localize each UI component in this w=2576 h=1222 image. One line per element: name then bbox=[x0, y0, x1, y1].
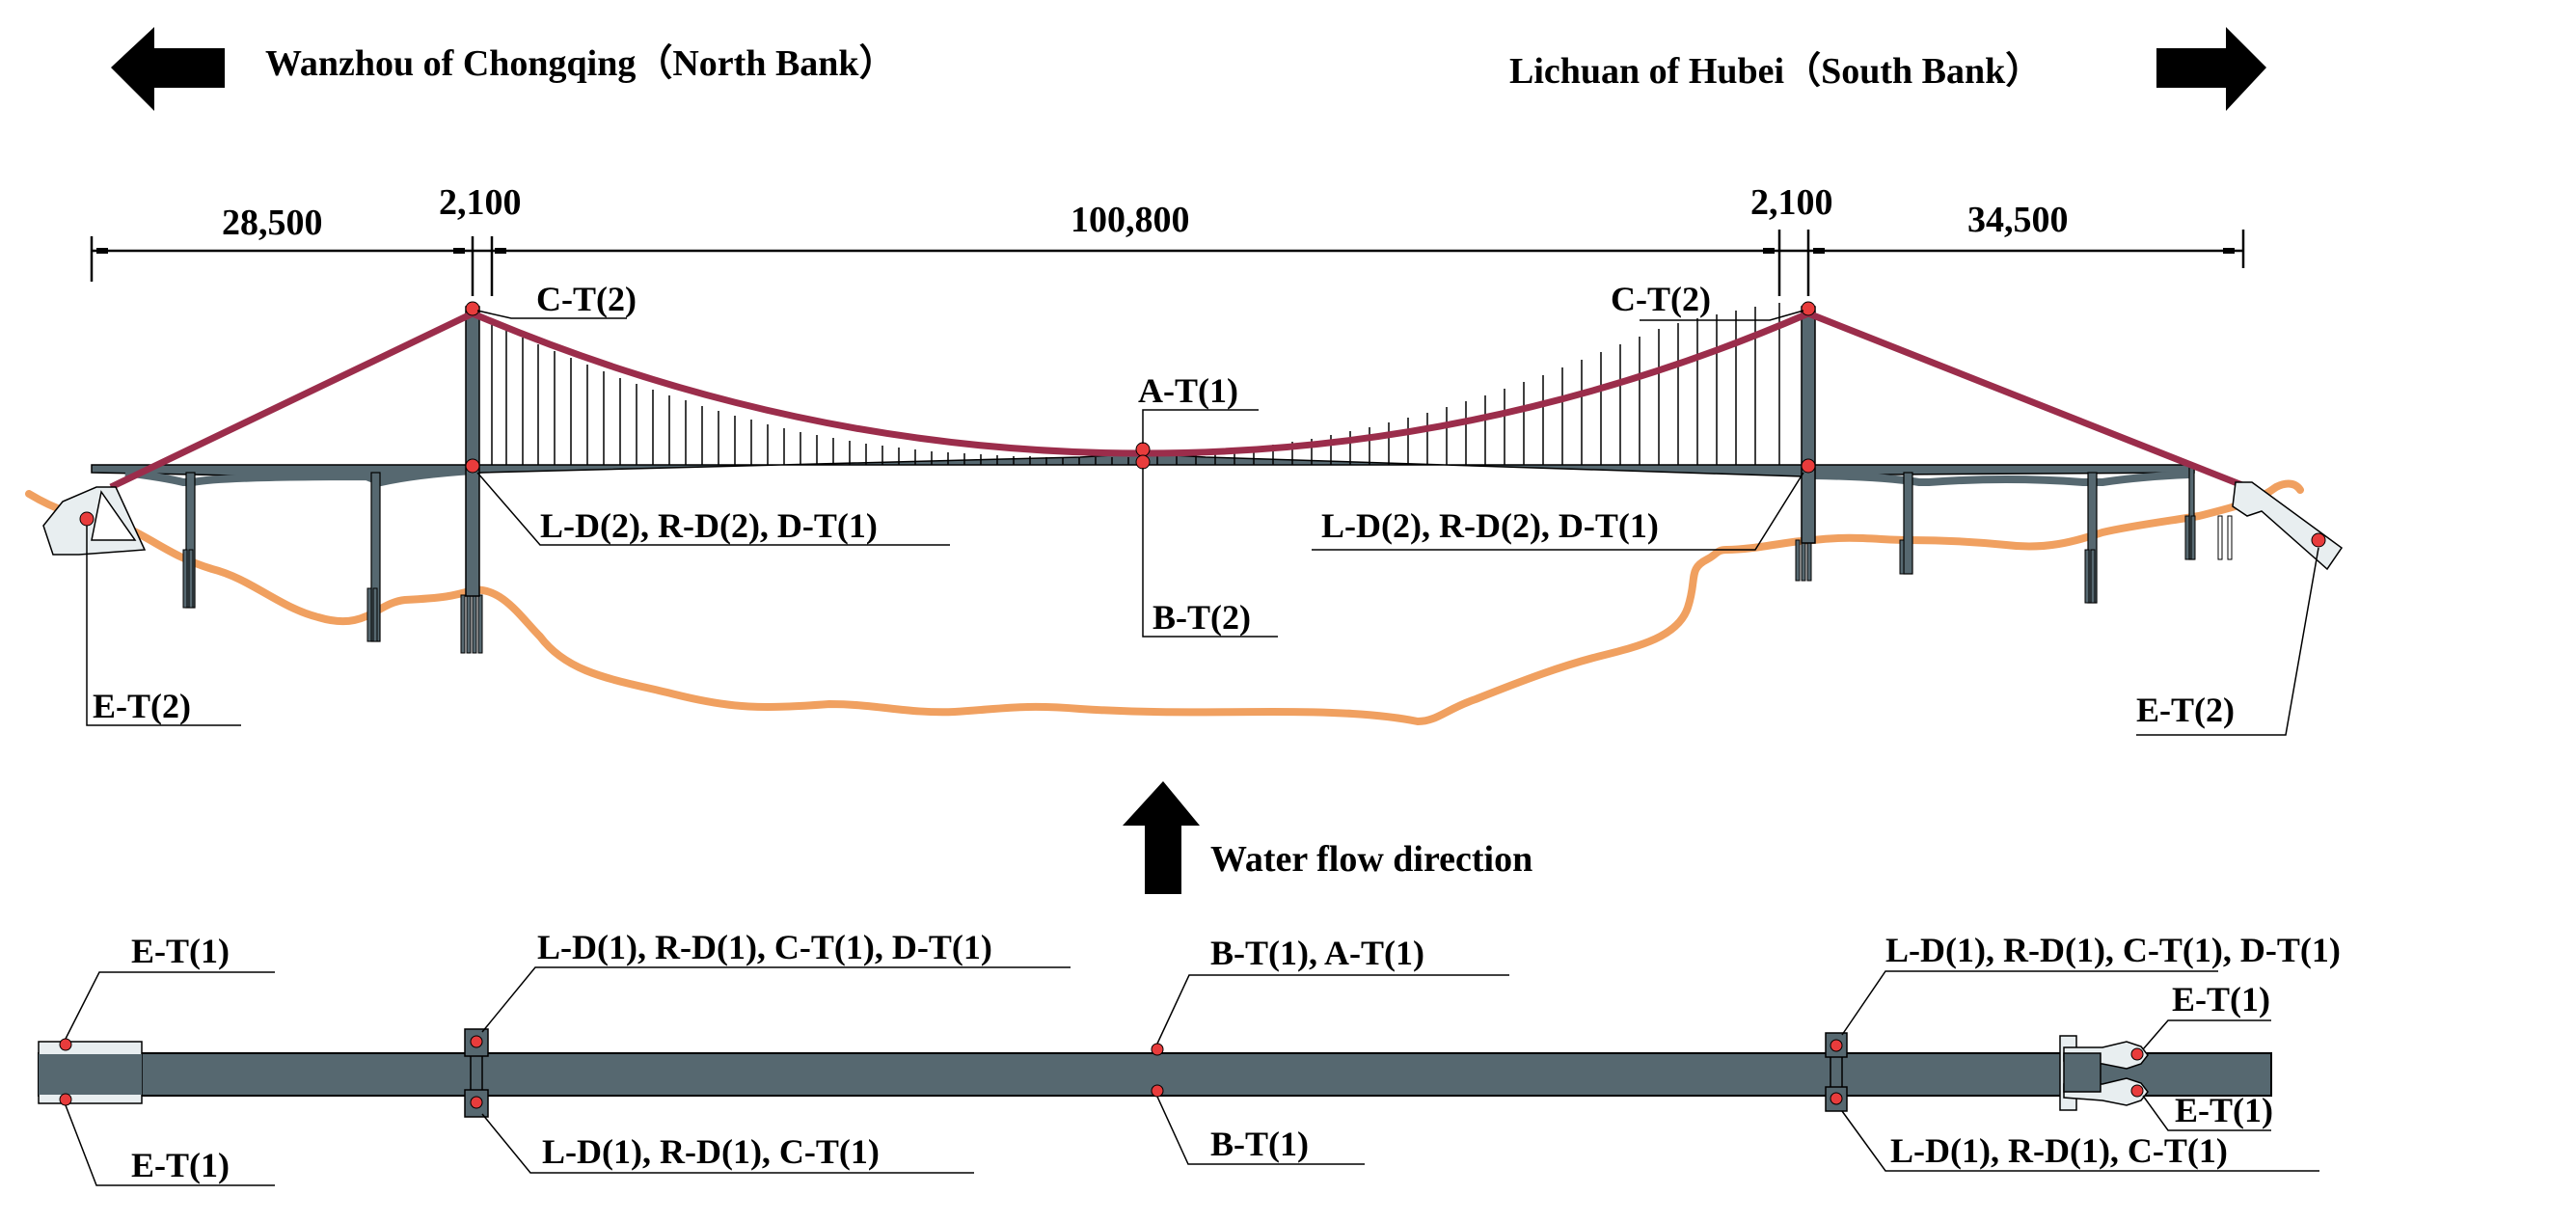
label-ct2-right: C-T(2) bbox=[1611, 280, 1711, 318]
label-tower-left-bottom: L-D(1), R-D(1), C-T(1) bbox=[542, 1132, 880, 1171]
sensor-ct2-left bbox=[465, 301, 480, 316]
arrow-right-icon bbox=[2156, 27, 2266, 111]
south-bank-label: Lichuan of Hubei（South Bank） bbox=[1509, 51, 2042, 92]
water-flow-arrow-icon bbox=[1123, 781, 1200, 894]
label-tower-left-top: L-D(1), R-D(1), C-T(1), D-T(1) bbox=[537, 928, 992, 966]
dim-span-right: 34,500 bbox=[1967, 200, 2069, 240]
dim-tower-left: 2,100 bbox=[439, 182, 522, 223]
dim-span-main: 100,800 bbox=[1071, 200, 1190, 240]
tower-plan-left bbox=[464, 1028, 489, 1118]
label-et1-left-top: E-T(1) bbox=[131, 932, 230, 970]
anchorage-right bbox=[2232, 481, 2344, 571]
north-bank-label: Wanzhou of Chongqing（North Bank） bbox=[265, 43, 896, 84]
dimension-ticks bbox=[96, 248, 2235, 254]
dim-tower-right: 2,100 bbox=[1750, 182, 1833, 223]
tower-right bbox=[1801, 306, 1816, 544]
label-et1-right-top: E-T(1) bbox=[2172, 980, 2270, 1018]
hangers bbox=[491, 325, 1129, 465]
label-tower-right-bottom: L-D(1), R-D(1), C-T(1) bbox=[1890, 1131, 2228, 1170]
label-tower-right-deck: L-D(2), R-D(2), D-T(1) bbox=[1321, 506, 1659, 545]
anchorage-left bbox=[42, 486, 147, 556]
label-et1-right-bottom: E-T(1) bbox=[2175, 1091, 2273, 1129]
sensor-deck-right bbox=[1801, 458, 1816, 474]
terrain-profile bbox=[25, 479, 2304, 726]
label-tower-left-deck: L-D(2), R-D(2), D-T(1) bbox=[540, 506, 878, 545]
dimension-line bbox=[90, 230, 2245, 296]
arrow-left-icon bbox=[111, 27, 225, 111]
sensor-ct2-right bbox=[1801, 301, 1816, 316]
dim-span-left: 28,500 bbox=[222, 203, 323, 243]
label-at1: A-T(1) bbox=[1138, 371, 1238, 410]
label-bt2: B-T(2) bbox=[1152, 598, 1251, 637]
leader-lines-elevation bbox=[86, 310, 2319, 736]
label-et2-left: E-T(2) bbox=[93, 687, 191, 725]
label-et2-right: E-T(2) bbox=[2136, 691, 2235, 729]
label-et1-left-bottom: E-T(1) bbox=[131, 1146, 230, 1184]
label-mid-top: B-T(1), A-T(1) bbox=[1210, 934, 1424, 972]
tower-left bbox=[465, 306, 480, 597]
label-mid-bottom: B-T(1) bbox=[1210, 1125, 1309, 1163]
sensor-deck-left bbox=[465, 458, 480, 474]
water-flow-label: Water flow direction bbox=[1210, 839, 1532, 880]
deck-plan-left-end bbox=[39, 1054, 142, 1095]
label-ct2-left: C-T(2) bbox=[536, 280, 637, 318]
sensor-bt2 bbox=[1135, 454, 1151, 470]
sensor-et2-left bbox=[79, 511, 95, 527]
hangers-right bbox=[1156, 303, 1780, 465]
label-tower-right-top: L-D(1), R-D(1), C-T(1), D-T(1) bbox=[1885, 931, 2341, 969]
sensor-points-plan bbox=[59, 1035, 2144, 1109]
sensor-et2-right bbox=[2311, 532, 2326, 548]
anchorage-plan-right bbox=[2059, 1035, 2149, 1111]
sensor-at1 bbox=[1135, 442, 1151, 457]
leader-lines-plan bbox=[65, 966, 2319, 1186]
